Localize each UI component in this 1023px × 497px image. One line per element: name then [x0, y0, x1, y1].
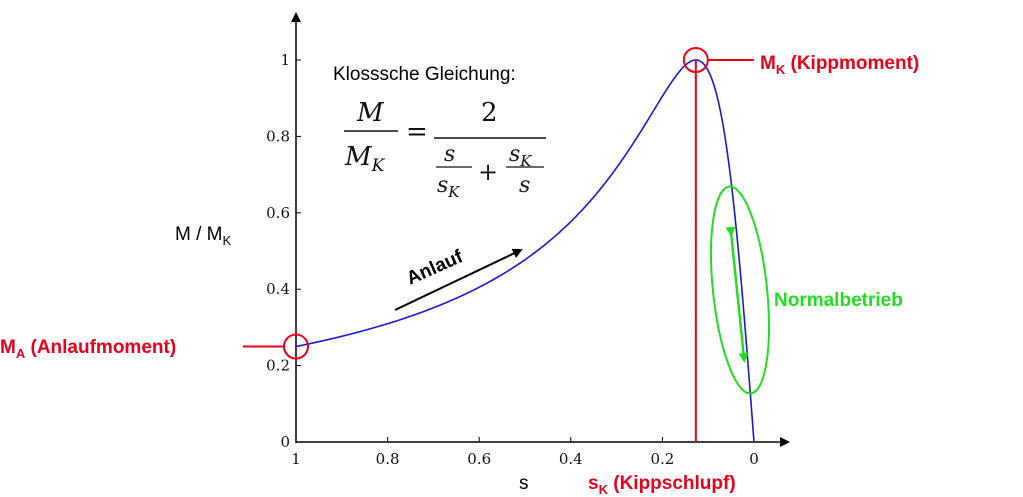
kloss-equation: M MK = 2 s sK + sK s: [344, 98, 546, 201]
kippmoment-label: MK (Kippmoment): [760, 53, 919, 77]
kippschlupf-label: sK (Kippschlupf): [588, 473, 736, 497]
x-tick-label: 0.6: [467, 450, 491, 468]
x-tick-label: 1: [291, 450, 301, 468]
svg-text:s: s: [444, 142, 455, 167]
svg-text:2: 2: [481, 98, 498, 128]
svg-text:M: M: [356, 98, 385, 128]
y-tick-label: 1: [280, 51, 290, 69]
y-tick-label: 0: [280, 433, 290, 451]
svg-text:sK: sK: [509, 142, 532, 170]
x-tick-label: 0.8: [376, 450, 400, 468]
y-tick-label: 0.4: [266, 280, 290, 298]
x-tick-label: 0.4: [559, 450, 583, 468]
normalbetrieb-label: Normalbetrieb: [774, 290, 903, 311]
torque-curve: [295, 59, 755, 443]
y-tick-label: 0.2: [266, 357, 290, 375]
y-tick-label: 0.6: [266, 204, 290, 222]
normalbetrieb-ellipse: [710, 185, 770, 395]
anlaufmoment-label: MA (Anlaufmoment): [0, 337, 176, 361]
svg-text:=: =: [406, 117, 428, 147]
y-axis-label: M / MK: [175, 224, 232, 248]
y-ticks: 0 0.2 0.4 0.6 0.8 1: [266, 51, 301, 451]
svg-text:sK: sK: [437, 173, 460, 201]
anlauf-arrow: [394, 248, 523, 311]
x-axis-label: s: [519, 473, 529, 494]
svg-text:s: s: [519, 173, 530, 198]
svg-text:+: +: [478, 158, 498, 186]
x-ticks: 1 0.8 0.6 0.4 0.2 0: [291, 437, 759, 468]
svg-text:MK: MK: [344, 142, 386, 176]
anlauf-arrow-label: Anlauf: [403, 246, 466, 289]
equation-title: Klosssche Gleichung:: [333, 64, 516, 85]
normalbetrieb-arrow: [725, 226, 749, 363]
x-tick-label: 0: [749, 450, 759, 468]
y-tick-label: 0.8: [266, 127, 290, 145]
x-tick-label: 0.2: [650, 450, 674, 468]
